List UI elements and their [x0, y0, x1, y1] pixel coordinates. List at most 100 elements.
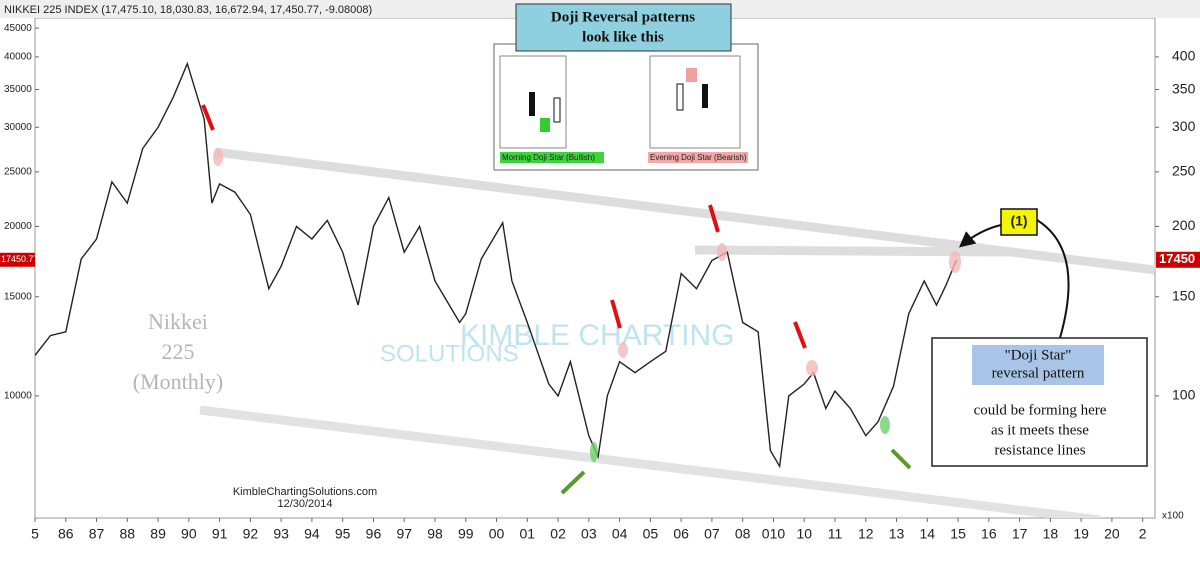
y2-tick-label: 350 — [1172, 80, 1196, 96]
y2-tick-label: 150 — [1172, 287, 1196, 303]
inset-candle — [702, 84, 708, 108]
inset-candle — [686, 68, 697, 82]
x-tick-label: 90 — [181, 526, 197, 542]
x-tick-label: 91 — [212, 526, 228, 542]
date: 12/30/2014 — [277, 498, 332, 510]
x-tick-label: 94 — [304, 526, 320, 542]
x-tick-label: 97 — [396, 526, 412, 542]
y2-tick-label: 250 — [1172, 163, 1196, 179]
support-line — [199, 405, 1101, 518]
y2-tick-label: 400 — [1172, 48, 1196, 64]
y-tick-label: 30000 — [4, 122, 32, 133]
watermark: SOLUTIONS — [380, 340, 519, 367]
resistance-line — [694, 245, 1011, 257]
x-tick-label: 10 — [796, 526, 812, 542]
x-tick-label: 96 — [366, 526, 382, 542]
callout-body: as it meets these — [991, 422, 1089, 438]
x-tick-label: 08 — [735, 526, 751, 542]
x-tick-label: 010 — [762, 526, 786, 542]
y-tick-label: 15000 — [4, 291, 32, 302]
red-arrows — [201, 104, 807, 349]
doji — [717, 243, 727, 261]
x-tick-label: 04 — [612, 526, 628, 542]
inset-title: Doji Reversal patterns — [551, 9, 695, 25]
index-label: (Monthly) — [133, 369, 223, 394]
caption-bg — [500, 152, 604, 163]
plot-layer: KIMBLE CHARTING SOLUTIONS — [35, 61, 1155, 518]
highlights — [213, 148, 961, 462]
x-tick-label: 05 — [643, 526, 659, 542]
callout-link — [1036, 219, 1070, 339]
x-tick-label: 19 — [1073, 526, 1089, 542]
inset-candle — [553, 97, 561, 123]
callout-title: reversal pattern — [992, 365, 1085, 381]
inset-candle — [540, 118, 550, 132]
y-tick-label: 40000 — [4, 52, 32, 63]
y-tick-label: 25000 — [4, 166, 32, 177]
inset-candle — [676, 83, 684, 111]
x-tick-label: 99 — [458, 526, 474, 542]
x-tick-label: 2 — [1139, 526, 1147, 542]
source: KimbleChartingSolutions.com — [233, 486, 377, 498]
x-tick-label: 18 — [1043, 526, 1059, 542]
marker-label: (1) — [1010, 213, 1027, 229]
marker-arrow — [958, 224, 1002, 248]
x-tick-label: 13 — [889, 526, 905, 542]
y2-tick-label: 200 — [1172, 217, 1196, 233]
x-tick-label: 15 — [950, 526, 966, 542]
x-tick-label: 03 — [581, 526, 597, 542]
inset-panel — [649, 55, 741, 149]
inset-title-box — [515, 3, 732, 52]
x-tick-label: 17 — [1012, 526, 1028, 542]
doji — [880, 416, 890, 434]
x-tick-label: 16 — [981, 526, 997, 542]
x-tick-label: 02 — [550, 526, 566, 542]
x-tick-label: 01 — [520, 526, 536, 542]
chart-title: NIKKEI 225 INDEX (17,475.10, 18,030.83, … — [4, 4, 372, 16]
x-tick-label: 95 — [335, 526, 351, 542]
y2-tick-label: 100 — [1172, 387, 1196, 403]
x-tick-label: 98 — [427, 526, 443, 542]
doji — [590, 442, 598, 462]
last-price-right: 17450 — [1159, 251, 1195, 266]
x-tick-label: 93 — [273, 526, 289, 542]
index-label: Nikkei — [148, 309, 208, 334]
x-tick-label: 89 — [150, 526, 166, 542]
inset-panel — [499, 55, 567, 149]
watermark: KIMBLE CHARTING — [460, 319, 735, 352]
doji — [949, 251, 961, 273]
y-tick-label: 45000 — [4, 23, 32, 34]
callout-body: could be forming here — [974, 402, 1107, 418]
callout-title-bg — [972, 345, 1104, 385]
x-tick-label: 14 — [920, 526, 936, 542]
last-price-bg — [1156, 251, 1200, 268]
x-tick-label: 86 — [58, 526, 74, 542]
doji — [213, 148, 223, 166]
inset-box — [493, 43, 759, 171]
x-tick-label: 00 — [489, 526, 505, 542]
green-arrows — [560, 448, 912, 495]
x-tick-label: 5 — [31, 526, 39, 542]
y-tick-label: 20000 — [4, 221, 32, 232]
doji — [806, 360, 818, 376]
caption-bg — [648, 152, 748, 163]
y2-tick-label: 300 — [1172, 118, 1196, 134]
doji — [618, 342, 628, 358]
x-tick-label: 87 — [89, 526, 105, 542]
price-line — [35, 61, 958, 469]
x-tick-label: 11 — [828, 526, 843, 542]
inset-caption: Evening Doji Star (Bearish) — [650, 153, 747, 162]
inset-caption: Morning Doji Star (Bullish) — [502, 153, 595, 162]
callout-body: resistance lines — [994, 442, 1085, 458]
last-price-bg — [0, 252, 35, 267]
last-price-left: 17450.77 — [1, 254, 39, 264]
x-tick-label: 20 — [1104, 526, 1120, 542]
index-label: 225 — [162, 339, 195, 364]
x-tick-label: 88 — [120, 526, 136, 542]
callout-title: "Doji Star" — [1005, 347, 1072, 363]
x-tick-label: 92 — [243, 526, 259, 542]
x-tick-label: 06 — [673, 526, 689, 542]
x-tick-label: 07 — [704, 526, 720, 542]
